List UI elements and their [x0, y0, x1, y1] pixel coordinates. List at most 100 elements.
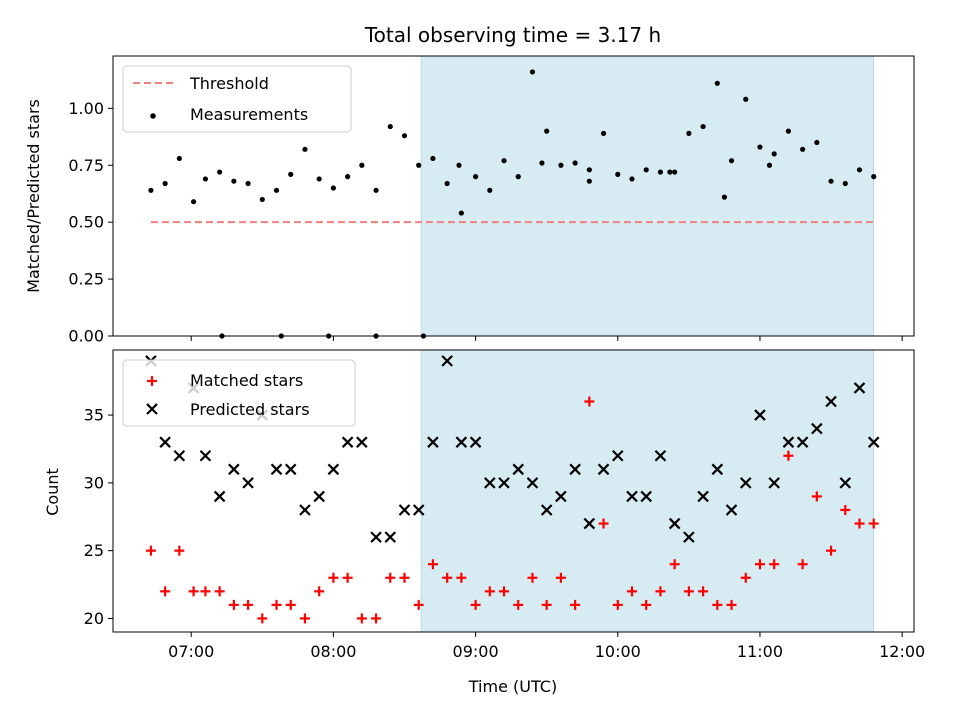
predicted-stars-point: [427, 436, 439, 448]
predicted-stars-point: [540, 504, 553, 516]
legend-predicted-swatch: [146, 403, 158, 415]
matched-stars-point: [541, 599, 552, 610]
matched-stars-point: [484, 586, 495, 597]
matched-stars-point: [257, 613, 268, 624]
matched-stars-point: [356, 613, 367, 624]
predicted-stars-point: [768, 477, 780, 489]
measurement-point: [176, 155, 182, 162]
matched-stars-point: [655, 586, 666, 597]
measurement-point: [600, 130, 607, 136]
measurement-point: [766, 162, 773, 168]
y-tick-label: 1.00: [68, 99, 104, 118]
predicted-stars-point: [725, 504, 738, 516]
measurement-point: [721, 194, 728, 200]
matched-stars-point: [499, 586, 510, 597]
matched-stars-point: [174, 545, 185, 556]
predicted-stars-point: [498, 477, 510, 489]
measurement-point: [558, 162, 564, 168]
measurement-point: [800, 146, 806, 152]
matched-stars-point: [598, 518, 609, 529]
matched-stars-point: [698, 586, 709, 597]
predicted-stars-point: [370, 531, 382, 543]
measurement-point: [231, 178, 237, 184]
x-tick-label: 11:00: [737, 642, 783, 661]
predicted-stars-point: [284, 463, 297, 476]
predicted-stars-point: [839, 477, 852, 489]
predicted-stars-point: [597, 463, 610, 476]
predicted-stars-point: [782, 436, 795, 448]
measurement-point: [259, 196, 265, 203]
top-y-axis-label: Matched/Predicted stars: [24, 99, 43, 293]
matched-stars-point: [513, 599, 524, 610]
matched-stars-point: [299, 613, 310, 624]
bottom-axes-frame: [112, 349, 915, 633]
top-x-ticks: [190, 336, 903, 341]
top-legend: Threshold Measurements: [122, 65, 352, 133]
matched-stars-point: [854, 518, 865, 529]
predicted-stars-point: [484, 477, 496, 489]
measurement-point: [828, 178, 834, 184]
measurement-point: [273, 187, 280, 193]
matched-stars-point: [683, 586, 694, 597]
matched-stars-point: [570, 599, 581, 610]
matched-stars-point: [868, 518, 879, 529]
predicted-stars-point: [555, 490, 567, 503]
predicted-stars-point: [825, 395, 837, 408]
y-tick-label: 0.50: [68, 213, 104, 232]
measurement-point: [586, 178, 592, 184]
predicted-stars-point: [853, 382, 866, 394]
predicted-stars-point: [611, 449, 624, 462]
measurement-point: [387, 123, 393, 130]
bottom-x-axis-label: Time (UTC): [468, 677, 557, 696]
legend-measurements-label: Measurements: [190, 105, 308, 124]
matched-stars-point: [470, 599, 481, 610]
measurement-point: [615, 171, 621, 177]
measurement-point: [657, 169, 664, 175]
measurement-point: [728, 158, 735, 164]
matched-stars-point: [797, 559, 808, 570]
bottom-y-axis-label: Count: [43, 468, 62, 516]
predicted-stars-point: [313, 490, 325, 503]
predicted-stars-point: [512, 463, 525, 476]
predicted-stars-point: [213, 490, 226, 503]
top-panel: 0.00 0.25 0.50 0.75 1.00 Matched/Predicted s…: [24, 55, 915, 346]
measurement-point: [148, 187, 154, 193]
measurement-point: [871, 174, 877, 180]
matched-stars-point: [584, 396, 595, 407]
predicted-stars-point: [356, 436, 368, 448]
measurement-point: [586, 167, 592, 173]
matched-stars-point: [626, 586, 637, 597]
matched-stars-point: [456, 572, 467, 583]
predicted-stars-point: [412, 504, 425, 516]
measurement-point: [667, 169, 673, 175]
matched-stars-point: [413, 599, 424, 610]
bottom-legend-box: [122, 359, 356, 427]
predicted-stars-point: [299, 504, 311, 516]
matched-stars-point: [740, 572, 751, 583]
matched-stars-point: [145, 545, 156, 556]
matched-stars-point: [669, 559, 680, 570]
predicted-stars-point: [739, 477, 752, 489]
measurement-point: [714, 80, 720, 86]
matched-stars-point: [783, 450, 794, 461]
measurement-point: [401, 133, 408, 139]
matched-stars-point: [200, 586, 211, 597]
legend-predicted-label: Predicted stars: [190, 400, 310, 419]
predicted-stars-point: [526, 477, 539, 489]
measurement-point: [217, 169, 223, 175]
predicted-stars-point: [711, 463, 724, 476]
measurement-point: [330, 185, 336, 191]
measurement-point: [757, 144, 763, 150]
matched-stars-point: [328, 572, 339, 583]
measurement-point: [544, 128, 550, 134]
measurement-point: [190, 199, 197, 205]
measurement-point: [444, 180, 450, 187]
predicted-stars-point: [384, 531, 397, 543]
matched-stars-point: [840, 504, 851, 515]
predicted-stars-point: [398, 504, 411, 516]
predicted-stars-point: [668, 517, 681, 530]
predicted-stars-point: [654, 449, 667, 462]
x-tick-label: 12:00: [879, 642, 925, 661]
matched-stars-point: [612, 599, 623, 610]
predicted-stars-point: [754, 409, 766, 421]
